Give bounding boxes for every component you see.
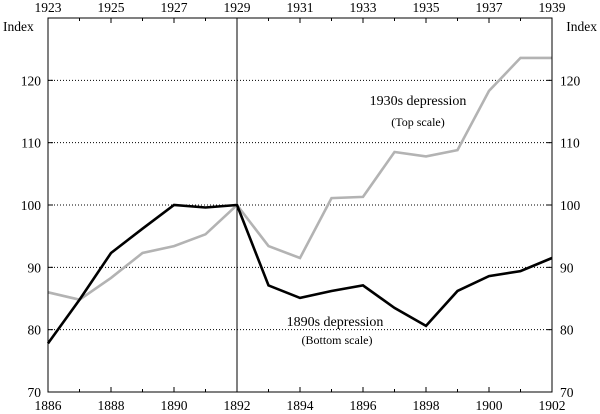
x-tick-label-bottom: 1890 bbox=[161, 398, 188, 413]
y-tick-label-left: 120 bbox=[21, 73, 42, 88]
x-tick-label-top: 1929 bbox=[224, 0, 251, 15]
x-tick-label-top: 1933 bbox=[350, 0, 377, 15]
y-tick-label-left: 110 bbox=[21, 136, 41, 151]
series-scale-note-1930s: (Top scale) bbox=[391, 115, 444, 129]
gridlines bbox=[48, 79, 552, 331]
y-tick-label-right: 70 bbox=[560, 385, 574, 400]
x-tick-label-top: 1923 bbox=[35, 0, 62, 15]
y-tick-label-right: 100 bbox=[560, 198, 581, 213]
y-tick-label-left: 70 bbox=[28, 385, 42, 400]
y-tick-label-right: 80 bbox=[560, 323, 574, 338]
x-tick-label-top: 1931 bbox=[287, 0, 314, 15]
y-tick-label-left: 80 bbox=[28, 323, 42, 338]
x-tick-label-top: 1937 bbox=[476, 0, 503, 15]
x-tick-label-top: 1925 bbox=[98, 0, 125, 15]
series-line-1890s bbox=[46, 203, 553, 345]
x-tick-label-top: 1935 bbox=[413, 0, 440, 15]
series-scale-note-1890s: (Bottom scale) bbox=[302, 333, 373, 347]
x-tick-label-bottom: 1898 bbox=[413, 398, 440, 413]
x-tick-label-bottom: 1892 bbox=[224, 398, 251, 413]
y-tick-label-right: 120 bbox=[560, 73, 581, 88]
x-tick-label-bottom: 1902 bbox=[539, 398, 566, 413]
series-label-1930s: 1930s depression bbox=[370, 94, 467, 109]
series-label-1890s: 1890s depression bbox=[287, 315, 384, 330]
y-unit-left: Index bbox=[3, 19, 34, 34]
y-tick-label-right: 110 bbox=[560, 136, 580, 151]
series-line-1930s bbox=[47, 56, 552, 302]
y-tick-label-left: 100 bbox=[21, 198, 42, 213]
tick-marks bbox=[47, 18, 553, 393]
x-tick-label-bottom: 1896 bbox=[350, 398, 377, 413]
series-group bbox=[46, 56, 553, 345]
x-tick-label-top: 1927 bbox=[161, 0, 188, 15]
x-tick-label-bottom: 1888 bbox=[98, 398, 125, 413]
x-tick-label-bottom: 1894 bbox=[287, 398, 314, 413]
x-tick-label-bottom: 1900 bbox=[476, 398, 503, 413]
y-unit-right: Index bbox=[566, 19, 597, 34]
x-tick-label-bottom: 1886 bbox=[35, 398, 62, 413]
tick-labels: 70 70 80 80 90 90 100 100 110 110 120 120 1886 1888 18… bbox=[21, 0, 581, 413]
x-tick-label-top: 1939 bbox=[539, 0, 566, 15]
y-tick-label-right: 90 bbox=[560, 260, 574, 275]
y-tick-label-left: 90 bbox=[28, 260, 42, 275]
